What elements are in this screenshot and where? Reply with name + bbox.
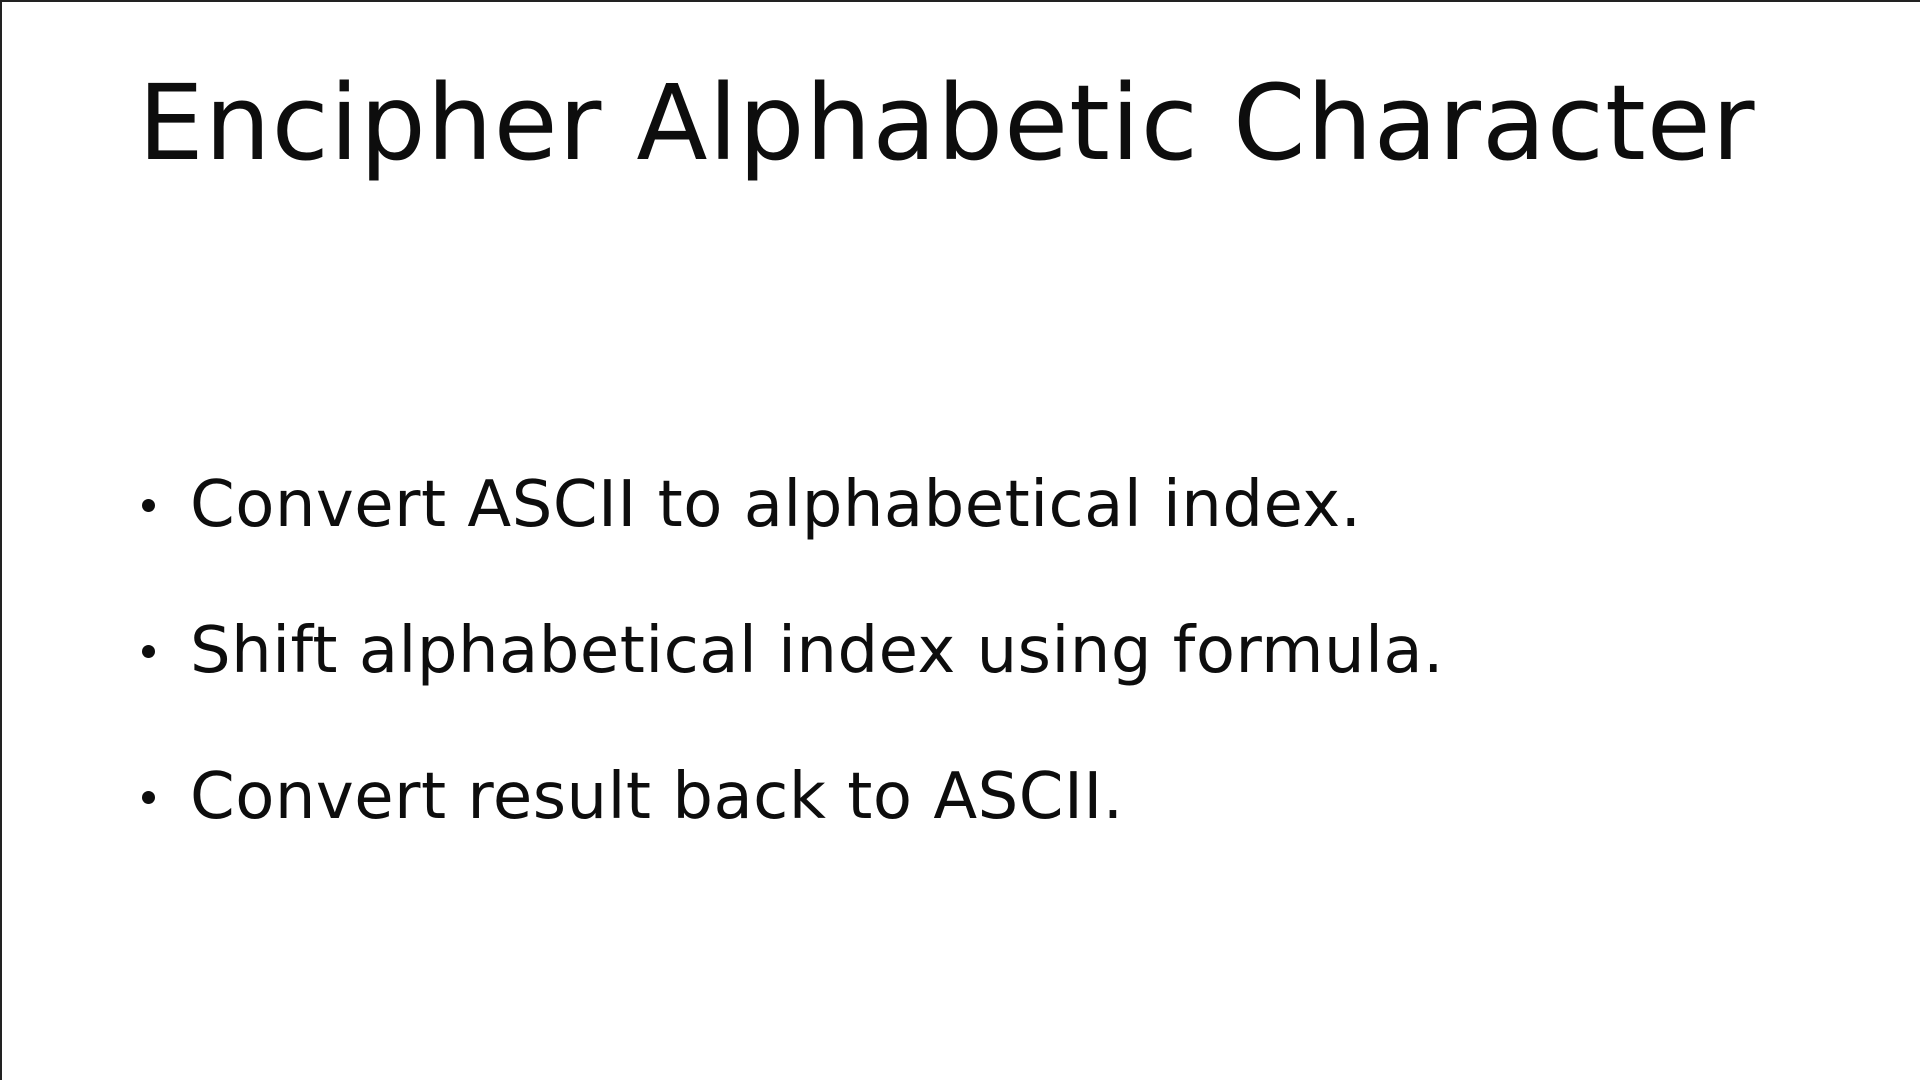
slide-title: Encipher Alphabetic Character <box>138 62 1756 184</box>
bullet-list: Convert ASCII to alphabetical index. Shi… <box>142 432 1444 870</box>
bullet-text: Convert ASCII to alphabetical index. <box>190 468 1362 542</box>
bullet-text: Shift alphabetical index using formula. <box>190 614 1444 688</box>
bullet-text: Convert result back to ASCII. <box>190 760 1124 834</box>
bullet-dot-icon <box>142 790 155 804</box>
bullet-dot-icon <box>142 498 155 512</box>
bullet-item: Convert result back to ASCII. <box>142 724 1444 870</box>
bullet-item: Shift alphabetical index using formula. <box>142 578 1444 724</box>
bullet-dot-icon <box>142 644 155 658</box>
bullet-item: Convert ASCII to alphabetical index. <box>142 432 1444 578</box>
